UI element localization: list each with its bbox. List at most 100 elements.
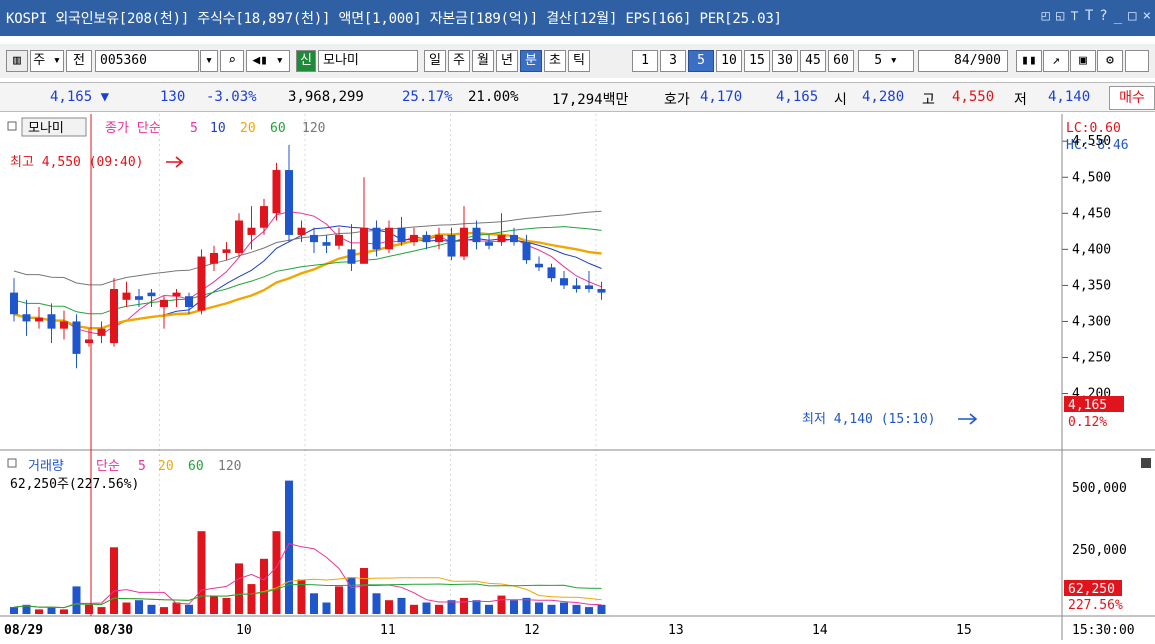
candle-body (147, 292, 156, 297)
quote-bar: 4,165 ▼ 130 -3.03% 3,968,299 25.17% 21.0… (0, 82, 1155, 112)
volume-bar (272, 531, 281, 614)
period-button-4[interactable]: 분 (520, 50, 542, 72)
volume-bar (372, 593, 381, 614)
volume-bars (10, 480, 606, 614)
volume-tick-250k: 250,000 (1072, 543, 1127, 558)
volume-ma-label: 단순 (96, 459, 120, 474)
volume-bar (10, 607, 18, 614)
toggle-checkbox[interactable] (1125, 50, 1149, 72)
vol-ma60-line (13, 583, 602, 609)
volume-close-icon[interactable] (1141, 458, 1151, 468)
candle-body (160, 299, 168, 308)
maximize-icon[interactable]: □ (1128, 8, 1137, 24)
foreign-ratio: 21.00% (468, 89, 519, 105)
volume-bar (247, 584, 256, 614)
period-button-3[interactable]: 년 (496, 50, 518, 72)
period-button-5[interactable]: 초 (544, 50, 566, 72)
save-icon[interactable]: ▣ (1070, 50, 1096, 72)
candle-body (285, 170, 293, 235)
volume-last-note: 62,250주(227.56%) (10, 477, 139, 492)
candle-body (60, 321, 68, 329)
volume-bar (97, 607, 106, 614)
interval-button-45[interactable]: 45 (800, 50, 826, 72)
x-axis-time: 15:30:00 (1072, 623, 1135, 638)
price-change: 130 (160, 89, 186, 105)
volume-bar (547, 604, 556, 614)
candle-body (585, 285, 593, 289)
volume-ma-lines (13, 543, 602, 609)
x-axis: 08/29 08/30 10 11 12 13 14 15 15:30:00 (4, 623, 1135, 638)
candle-body (247, 227, 256, 235)
indicator-icon[interactable]: ▮▮ (1016, 50, 1042, 72)
candle-body (547, 267, 556, 279)
stock-name-box[interactable] (21, 117, 87, 137)
candlestick-chart[interactable]: 모나미 종가 단순 5 10 20 60 120 최고 4,550 (09:40… (0, 114, 1155, 640)
code-dropdown-icon[interactable]: ▾ (200, 50, 218, 72)
text-size-icon[interactable]: T (1084, 8, 1094, 24)
candle-body (485, 242, 493, 246)
restore-icon[interactable]: ◰ (1041, 8, 1050, 24)
volume-bar (235, 563, 243, 614)
candle-body (472, 227, 481, 243)
candle-body (222, 249, 231, 253)
bar-count-input[interactable]: 84/900 (918, 50, 1008, 72)
last-price-percent: 0.12% (1068, 415, 1107, 430)
compare-icon[interactable]: ↗ (1043, 50, 1069, 72)
volume-bar (497, 595, 506, 614)
volume-bar (522, 597, 531, 614)
grid-menu-icon[interactable]: ▥ (6, 50, 28, 72)
stock-name-field[interactable]: 모나미 (318, 50, 418, 72)
x-label-11: 11 (380, 623, 396, 638)
close-icon[interactable]: × (1142, 8, 1151, 24)
interval-select[interactable]: 5 ▾ (858, 50, 914, 72)
title-bar: KOSPI 외국인보유[208(천)] 주식수[18,897(천)] 액면[1,… (0, 0, 1155, 36)
interval-button-1[interactable]: 1 (632, 50, 658, 72)
interval-button-60[interactable]: 60 (828, 50, 854, 72)
gear-icon[interactable]: ⚙ (1097, 50, 1123, 72)
float-icon[interactable]: ◱ (1055, 8, 1065, 24)
interval-button-15[interactable]: 15 (744, 50, 770, 72)
interval-button-5[interactable]: 5 (688, 50, 714, 72)
candle-body (397, 227, 406, 243)
period-button-6[interactable]: 틱 (568, 50, 590, 72)
vol-ma5-legend: 5 (138, 459, 146, 474)
search-icon[interactable]: ⌕ (220, 50, 244, 72)
candle-body (272, 170, 281, 214)
vol-ma5-line (13, 543, 602, 609)
candle-body (347, 249, 356, 264)
candle-body (447, 234, 456, 257)
interval-button-3[interactable]: 3 (660, 50, 686, 72)
period-select[interactable]: 주 ▾ (30, 50, 64, 72)
volume-toggle-icon[interactable] (7, 458, 17, 468)
prev-button[interactable]: 전 (66, 50, 92, 72)
volume-bar (222, 597, 231, 614)
current-price: 4,165 ▼ (50, 89, 109, 105)
period-button-2[interactable]: 월 (472, 50, 494, 72)
price-tick-label: 4,300 (1072, 314, 1111, 329)
volume-bar (485, 604, 493, 614)
pin-icon[interactable]: ⊤ (1070, 8, 1079, 24)
candle-body (197, 256, 206, 311)
minimize-icon[interactable]: _ (1113, 8, 1123, 24)
window-controls: ◰ ◱ ⊤ T ? _ □ × (1042, 8, 1152, 24)
candle-body (310, 234, 318, 243)
candle-body (85, 339, 93, 344)
help-icon[interactable]: ? (1099, 8, 1108, 24)
interval-button-30[interactable]: 30 (772, 50, 798, 72)
high-price: 4,550 (952, 89, 995, 105)
volume-tick-500k: 500,000 (1072, 481, 1127, 496)
x-label-0829: 08/29 (4, 623, 43, 638)
volume-bar (147, 604, 156, 614)
buy-button[interactable]: 매수 (1109, 86, 1155, 110)
candle-body (322, 242, 331, 246)
stock-code-input[interactable]: 005360 (95, 50, 199, 72)
period-button-1[interactable]: 주 (448, 50, 470, 72)
panel-toggle-icon[interactable] (7, 121, 17, 131)
volume-bar (297, 579, 306, 614)
volume-bar (310, 593, 318, 614)
window-title: KOSPI 외국인보유[208(천)] 주식수[18,897(천)] 액면[1,… (6, 11, 782, 27)
period-button-0[interactable]: 일 (424, 50, 446, 72)
candle-body (22, 314, 31, 322)
interval-button-10[interactable]: 10 (716, 50, 742, 72)
sound-dropdown[interactable]: ◀▮ ▾ (246, 50, 290, 72)
